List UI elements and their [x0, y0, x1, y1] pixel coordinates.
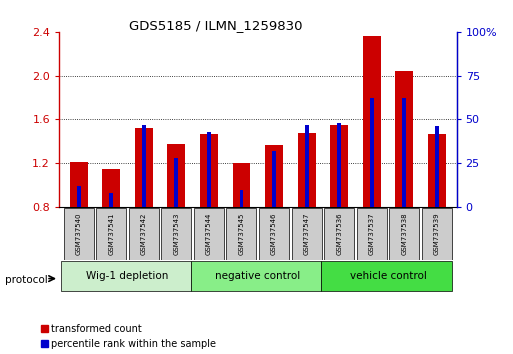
FancyBboxPatch shape	[161, 207, 191, 260]
Bar	[167, 144, 185, 207]
Bar	[207, 132, 211, 207]
Bar	[330, 125, 348, 207]
Bar	[135, 128, 153, 207]
FancyBboxPatch shape	[96, 207, 126, 260]
Bar	[200, 134, 218, 207]
Bar	[76, 186, 81, 207]
Text: GSM737540: GSM737540	[75, 212, 82, 255]
Bar	[232, 163, 250, 207]
Bar	[396, 71, 413, 207]
Bar	[70, 162, 88, 207]
FancyBboxPatch shape	[389, 207, 420, 260]
Text: GSM737544: GSM737544	[206, 212, 212, 255]
Text: protocol: protocol	[5, 275, 48, 285]
FancyBboxPatch shape	[422, 207, 452, 260]
Legend: transformed count, percentile rank within the sample: transformed count, percentile rank withi…	[41, 324, 216, 349]
Text: GSM737543: GSM737543	[173, 212, 180, 255]
FancyBboxPatch shape	[324, 207, 354, 260]
Bar	[109, 193, 113, 207]
Text: GSM737545: GSM737545	[239, 212, 245, 255]
FancyBboxPatch shape	[259, 207, 289, 260]
FancyBboxPatch shape	[357, 207, 387, 260]
Text: GSM737546: GSM737546	[271, 212, 277, 255]
FancyBboxPatch shape	[191, 261, 321, 291]
Text: negative control: negative control	[215, 271, 301, 281]
FancyBboxPatch shape	[129, 207, 159, 260]
FancyBboxPatch shape	[321, 261, 451, 291]
Text: GSM737547: GSM737547	[304, 212, 310, 255]
Text: GDS5185 / ILMN_1259830: GDS5185 / ILMN_1259830	[129, 19, 302, 33]
Bar	[428, 134, 446, 207]
Bar	[403, 98, 406, 207]
Bar	[102, 169, 120, 207]
Bar	[363, 36, 381, 207]
Bar	[240, 190, 244, 207]
Text: Wig-1 depletion: Wig-1 depletion	[86, 271, 169, 281]
Bar	[265, 145, 283, 207]
FancyBboxPatch shape	[227, 207, 256, 260]
Text: GSM737537: GSM737537	[369, 212, 375, 255]
Bar	[174, 158, 179, 207]
Bar	[272, 151, 276, 207]
Text: GSM737538: GSM737538	[402, 212, 407, 255]
Text: GSM737541: GSM737541	[108, 212, 114, 255]
Text: GSM737539: GSM737539	[434, 212, 440, 255]
Bar	[305, 125, 309, 207]
Text: GSM737536: GSM737536	[336, 212, 342, 255]
Bar	[370, 98, 374, 207]
Bar	[435, 126, 439, 207]
FancyBboxPatch shape	[64, 207, 93, 260]
FancyBboxPatch shape	[61, 261, 191, 291]
Text: GSM737542: GSM737542	[141, 212, 147, 255]
Bar	[142, 125, 146, 207]
Bar	[298, 133, 315, 207]
Bar	[338, 123, 341, 207]
FancyBboxPatch shape	[194, 207, 224, 260]
Text: vehicle control: vehicle control	[350, 271, 427, 281]
FancyBboxPatch shape	[292, 207, 322, 260]
